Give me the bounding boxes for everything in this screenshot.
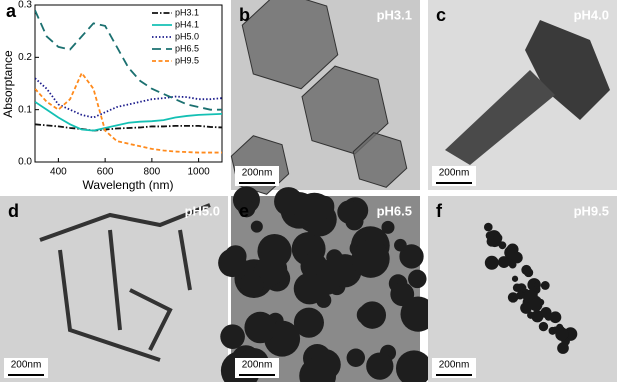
particle: [538, 321, 549, 332]
particle: [493, 233, 503, 243]
x-tick-label: 600: [97, 167, 114, 178]
particle: [400, 296, 436, 332]
particle: [244, 311, 276, 344]
panel-ph-label: pH3.1: [377, 7, 412, 22]
panel-letter: d: [8, 201, 19, 221]
particle: [299, 357, 337, 382]
particle: [498, 256, 510, 268]
panel-letter: a: [6, 1, 17, 21]
particle: [312, 196, 335, 219]
particle: [293, 307, 324, 338]
particle: [556, 327, 569, 340]
particle: [516, 291, 525, 300]
particle: [241, 0, 339, 90]
scale-bar-label: 200nm: [242, 360, 273, 371]
particle: [521, 264, 532, 275]
legend-label: pH4.1: [175, 19, 199, 29]
x-tick-label: 400: [50, 167, 67, 178]
particle: [511, 251, 523, 264]
particle: [540, 281, 550, 290]
line-series: [35, 77, 222, 119]
line-series: [35, 123, 222, 132]
particle: [408, 269, 427, 289]
particle: [337, 200, 361, 224]
particle: [508, 260, 517, 269]
particle: [250, 220, 263, 233]
particle: [484, 255, 499, 270]
particle: [274, 187, 303, 216]
panel-ph-label: pH6.5: [377, 203, 412, 218]
scale-bar-box: [235, 358, 279, 378]
particle: [534, 281, 541, 289]
particle: [346, 348, 366, 367]
particle: [399, 244, 424, 269]
particle: [220, 324, 245, 349]
panel-ph-label: pH4.0: [574, 7, 609, 22]
particle: [529, 298, 543, 312]
scale-bar-box: [235, 166, 279, 186]
particle: [257, 233, 292, 269]
particle: [549, 311, 562, 324]
legend-label: pH6.5: [175, 43, 199, 53]
scale-bar-box: [432, 358, 476, 378]
plot-frame: [34, 4, 223, 163]
particle: [511, 275, 519, 282]
scale-bar-label: 200nm: [11, 360, 42, 371]
panel-ph-label: pH5.0: [185, 203, 220, 218]
particle: [520, 302, 532, 314]
panel-ph-label: pH9.5: [574, 203, 609, 218]
particle: [498, 241, 507, 250]
particle: [507, 292, 519, 303]
particle: [39, 203, 211, 362]
y-tick-label: 0.0: [18, 157, 32, 168]
particle: [239, 273, 264, 297]
particle: [445, 70, 555, 165]
scale-bar-box: [432, 166, 476, 186]
particle: [218, 248, 247, 278]
particle: [483, 222, 493, 232]
x-axis-label: Wavelength (nm): [83, 178, 174, 192]
particle: [531, 310, 544, 323]
x-tick-label: 800: [144, 167, 161, 178]
particle: [485, 231, 495, 240]
x-tick-label: 1000: [188, 167, 211, 178]
particle: [525, 20, 610, 120]
line-series: [35, 9, 222, 111]
particle: [527, 311, 535, 319]
panel-letter: f: [436, 201, 443, 221]
legend-label: pH3.1: [175, 7, 199, 17]
particle: [395, 350, 433, 382]
particle: [238, 200, 256, 218]
legend-label: pH9.5: [175, 55, 199, 65]
particle: [352, 132, 408, 188]
panel-letter: e: [239, 201, 249, 221]
y-tick-label: 0.3: [18, 0, 32, 11]
y-axis-label: Absorptance: [1, 50, 15, 118]
line-series: [35, 101, 222, 132]
line-series: [35, 71, 222, 154]
particle: [366, 352, 394, 380]
particle: [356, 305, 377, 325]
scale-bar-label: 200nm: [242, 168, 273, 179]
particle: [512, 283, 522, 293]
panel-letter: b: [239, 5, 250, 25]
scale-bar-label: 200nm: [439, 168, 470, 179]
panel-letter: c: [436, 5, 446, 25]
particle: [293, 272, 326, 305]
scale-bar-label: 200nm: [439, 360, 470, 371]
particle: [394, 238, 407, 252]
y-tick-label: 0.1: [18, 104, 32, 115]
particle: [351, 239, 390, 278]
legend-label: pH5.0: [175, 31, 199, 41]
scale-bar-box: [4, 358, 48, 378]
y-tick-label: 0.2: [18, 52, 32, 63]
particle: [381, 220, 395, 234]
